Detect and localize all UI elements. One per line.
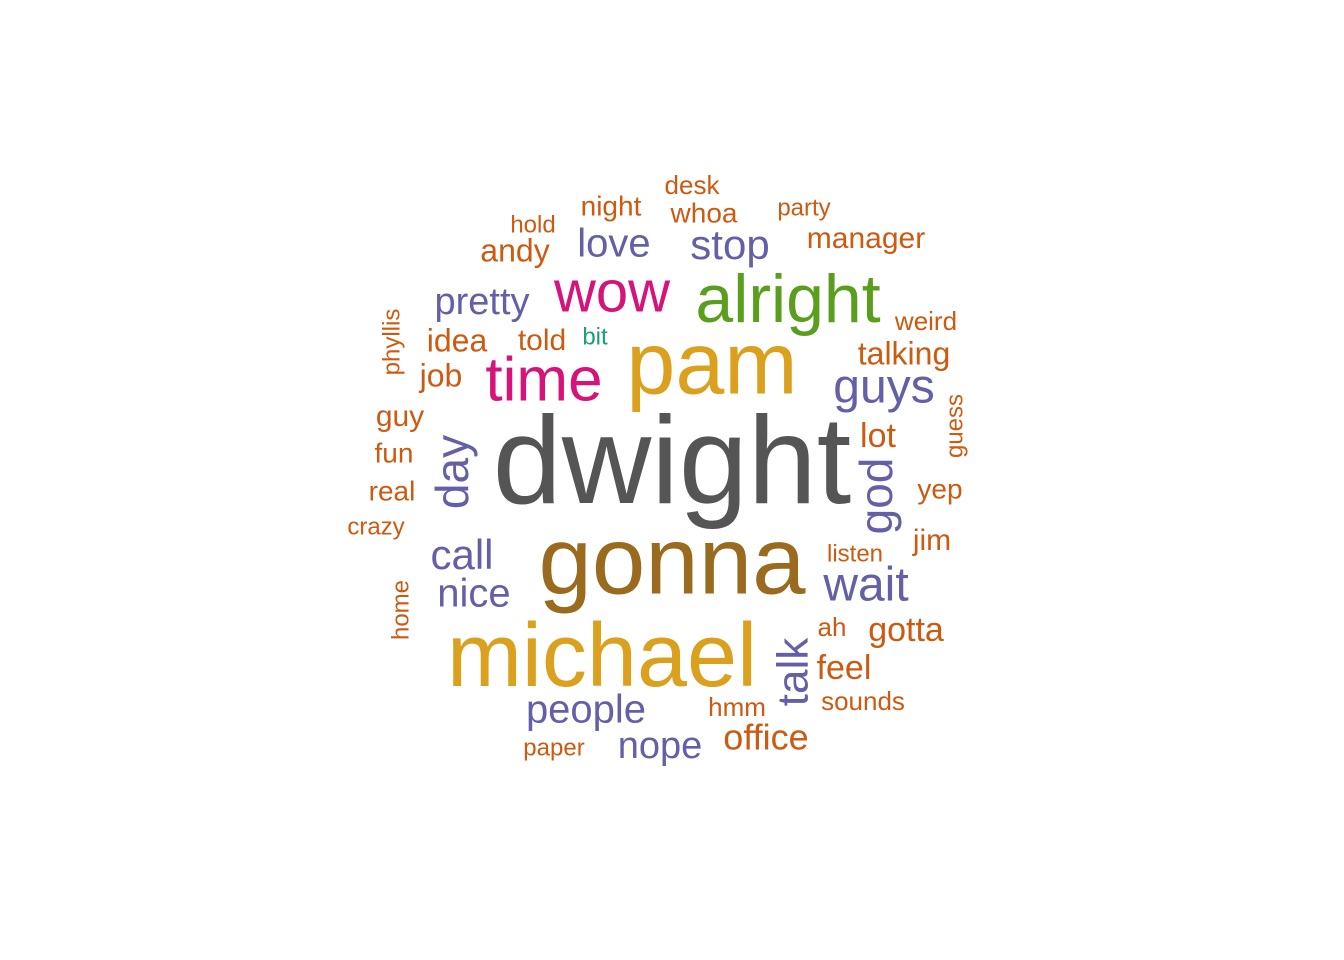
word-paper: paper	[523, 734, 584, 761]
word-idea: idea	[427, 322, 488, 358]
word-listen: listen	[827, 540, 883, 567]
word-feel: feel	[817, 649, 872, 687]
word-real: real	[369, 475, 416, 506]
word-people: people	[526, 688, 646, 732]
word-guess: guess	[941, 394, 968, 458]
word-sounds: sounds	[821, 686, 905, 716]
word-day: day	[426, 435, 478, 509]
word-talking: talking	[858, 335, 951, 371]
word-night: night	[581, 190, 642, 221]
word-time: time	[485, 345, 602, 414]
word-job: job	[419, 357, 463, 393]
word-alright: alright	[695, 261, 880, 337]
word-wow: wow	[553, 259, 671, 324]
word-home: home	[387, 580, 414, 640]
word-pam: pam	[626, 313, 797, 412]
word-andy: andy	[480, 232, 549, 268]
word-wait: wait	[822, 559, 908, 612]
word-lot: lot	[860, 417, 896, 455]
word-jim: jim	[912, 524, 951, 557]
word-bit: bit	[582, 323, 608, 350]
word-weird: weird	[894, 306, 957, 336]
word-call: call	[430, 531, 493, 578]
word-nope: nope	[618, 725, 703, 767]
word-guy: guy	[376, 400, 424, 433]
word-told: told	[518, 324, 566, 357]
word-guys: guys	[833, 361, 934, 414]
word-god: god	[850, 458, 902, 535]
word-michael: michael	[447, 606, 757, 706]
word-talk: talk	[769, 637, 818, 706]
word-party: party	[777, 194, 830, 221]
word-dwight: dwight	[493, 392, 851, 530]
word-nice: nice	[437, 572, 510, 616]
word-pretty: pretty	[434, 281, 529, 323]
word-phyllis: phyllis	[378, 309, 405, 376]
word-office: office	[723, 717, 808, 758]
word-love: love	[577, 222, 650, 266]
word-fun: fun	[375, 437, 414, 468]
word-whoa: whoa	[670, 197, 738, 228]
word-manager: manager	[807, 222, 925, 255]
word-stop: stop	[690, 221, 769, 268]
word-gonna: gonna	[539, 507, 807, 614]
word-ah: ah	[818, 612, 847, 642]
word-hold: hold	[510, 211, 555, 238]
word-desk: desk	[665, 170, 721, 200]
word-crazy: crazy	[347, 513, 404, 540]
word-gotta: gotta	[868, 611, 944, 649]
word-yep: yep	[917, 473, 962, 504]
word-hmm: hmm	[708, 692, 766, 722]
